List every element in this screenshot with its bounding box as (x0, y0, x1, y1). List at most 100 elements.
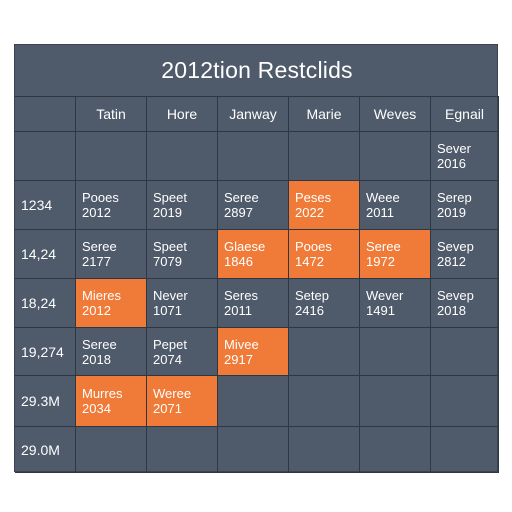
row-label-text: 29.0M (21, 441, 60, 458)
schedule-entry[interactable]: Sevep 2018 (431, 279, 499, 328)
schedule-entry[interactable]: Speet 7079 (147, 230, 218, 279)
title-divider (15, 96, 499, 97)
entry-name: Seree (82, 239, 117, 254)
schedule-entry[interactable]: Seree 2897 (218, 181, 289, 230)
empty-cell[interactable] (76, 132, 147, 181)
entry-year: 2019 (153, 205, 182, 220)
schedule-entry[interactable]: Never 1071 (147, 279, 218, 328)
row-label-text: 29.3M (21, 393, 60, 409)
empty-cell[interactable] (289, 132, 360, 181)
schedule-entry[interactable]: Seree 2177 (76, 230, 147, 279)
empty-cell[interactable] (289, 427, 360, 473)
entry-name: Speet (153, 190, 187, 205)
entry-name: Pepet (153, 336, 187, 352)
entry-year: 2016 (437, 156, 466, 171)
empty-cell[interactable] (360, 328, 431, 376)
empty-cell[interactable] (147, 427, 218, 473)
entry-name: Weree (153, 386, 192, 401)
entry-name: Pooes (82, 190, 119, 205)
row-label-text: 18,24 (21, 295, 57, 311)
schedule-entry[interactable]: Seree 1972 (360, 230, 431, 279)
schedule-entry[interactable]: Mieres 2012 (76, 279, 147, 328)
entry-name: Murres (82, 386, 123, 401)
entry-year: 2034 (82, 401, 111, 416)
entry-name: Glaese (224, 239, 266, 254)
schedule-entry[interactable]: Mivee 2917 (218, 328, 289, 376)
empty-cell[interactable] (289, 376, 360, 427)
entry-name: Seree (82, 336, 117, 352)
entry-year: 1972 (366, 254, 395, 269)
entry-name: Mivee (224, 336, 259, 352)
entry-name: Mieres (82, 288, 122, 303)
entry-name: Seres (224, 288, 258, 303)
schedule-entry[interactable]: Glaese 1846 (218, 230, 289, 279)
row-label (15, 132, 76, 181)
empty-cell[interactable] (218, 132, 289, 181)
column-header: Marie (289, 96, 360, 132)
schedule-entry[interactable]: Setep 2416 (289, 279, 360, 328)
row-label: 29.3M (15, 376, 76, 427)
empty-cell[interactable] (218, 376, 289, 427)
schedule-entry[interactable]: Peses 2022 (289, 181, 360, 230)
empty-cell[interactable] (76, 427, 147, 473)
row-label: 29.0M (15, 427, 76, 473)
entry-year: 2022 (295, 205, 324, 220)
entry-year: 2416 (295, 303, 324, 318)
column-header-label: Hore (166, 105, 198, 122)
entry-year: 1846 (224, 254, 253, 269)
row-label: 19,274 (15, 328, 76, 376)
schedule-entry[interactable]: Weee 2011 (360, 181, 431, 230)
entry-year: 2012 (82, 205, 111, 220)
row-label-text: 14,24 (21, 246, 57, 262)
empty-cell[interactable] (431, 328, 499, 376)
entry-name: Seree (366, 239, 401, 254)
schedule-entry[interactable]: Serep 2019 (431, 181, 499, 230)
schedule-entry[interactable]: Seres 2011 (218, 279, 289, 328)
row-label-text: 1234 (21, 197, 53, 213)
schedule-entry[interactable]: Pooes 2012 (76, 181, 147, 230)
entry-name: Serep (437, 190, 472, 205)
column-header-label: Marie (306, 105, 342, 122)
entry-year: 2897 (224, 205, 253, 220)
empty-cell[interactable] (431, 427, 499, 473)
column-header: Egnail (431, 96, 499, 132)
entry-year: 2012 (82, 303, 111, 318)
schedule-entry[interactable]: Murres 2034 (76, 376, 147, 427)
entry-year: 2019 (437, 205, 466, 220)
empty-cell[interactable] (360, 376, 431, 427)
entry-year: 2011 (366, 205, 394, 220)
schedule-entry[interactable]: Weree 2071 (147, 376, 218, 427)
schedule-entry[interactable]: Seree 2018 (76, 328, 147, 376)
empty-cell[interactable] (289, 328, 360, 376)
empty-cell[interactable] (147, 132, 218, 181)
column-header-label: Tatin (96, 105, 126, 122)
entry-name: Sevep (437, 288, 474, 303)
entry-year: 2812 (437, 254, 466, 269)
schedule-entry[interactable]: Wever 1491 (360, 279, 431, 328)
schedule-entry[interactable]: Pooes 1472 (289, 230, 360, 279)
entry-year: 2011 (224, 303, 252, 318)
corner-cell (15, 96, 76, 132)
entry-year: 2074 (153, 351, 182, 367)
column-header: Weves (360, 96, 431, 132)
empty-cell[interactable] (218, 427, 289, 473)
schedule-entry[interactable]: Pepet 2074 (147, 328, 218, 376)
grid-title: 2012tion Restclids (161, 57, 353, 83)
entry-name: Seree (224, 190, 259, 205)
column-header: Janway (218, 96, 289, 132)
entry-year: 2018 (437, 303, 466, 318)
entry-name: Sevep (437, 239, 474, 254)
entry-year: 2071 (153, 401, 182, 416)
schedule-entry[interactable]: Speet 2019 (147, 181, 218, 230)
entry-name: Never (153, 288, 188, 303)
schedule-entry[interactable]: Sevep 2812 (431, 230, 499, 279)
empty-cell[interactable] (360, 132, 431, 181)
entry-name: Peses (295, 190, 332, 205)
entry-name: Wever (366, 288, 404, 303)
schedule-entry[interactable]: Sever 2016 (431, 132, 499, 181)
empty-cell[interactable] (360, 427, 431, 473)
entry-name: Pooes (295, 239, 332, 254)
empty-cell[interactable] (431, 376, 499, 427)
schedule-grid: 2012tion Restclids Tatin Hore Janway Marie W… (14, 44, 499, 473)
row-label: 14,24 (15, 230, 76, 279)
